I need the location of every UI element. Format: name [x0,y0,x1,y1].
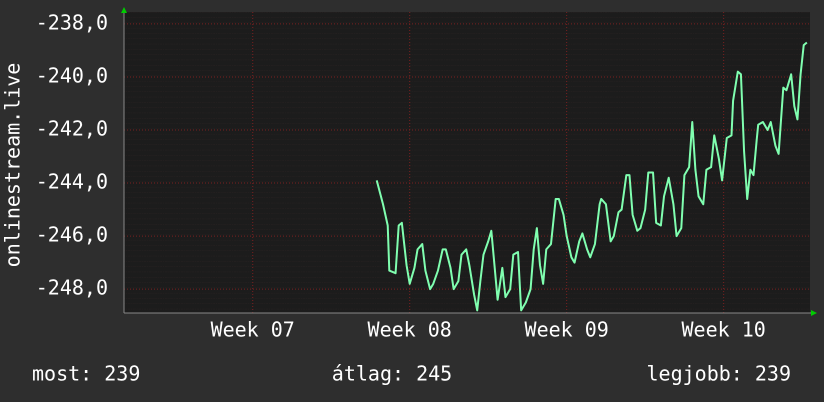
x-tick-label: Week 09 [525,318,609,342]
axis-arrow [811,310,817,316]
y-tick-label: -242,0 [36,117,108,141]
axis-arrow [121,7,127,13]
stat: most: 239 [32,362,140,386]
y-axis-label: onlinestream.live [1,63,25,268]
data-line [375,41,808,312]
x-tick-label: Week 08 [368,318,452,342]
stat: átlag: 245 [332,362,452,386]
stat: legjobb: 239 [647,362,792,386]
x-tick-label: Week 07 [211,318,295,342]
y-tick-label: -244,0 [36,170,108,194]
x-tick-label: Week 10 [682,318,766,342]
minor-grid [124,12,810,313]
y-tick-label: -248,0 [36,276,108,300]
y-tick-label: -240,0 [36,63,108,87]
y-tick-label: -238,0 [36,10,108,34]
y-tick-label: -246,0 [36,223,108,247]
